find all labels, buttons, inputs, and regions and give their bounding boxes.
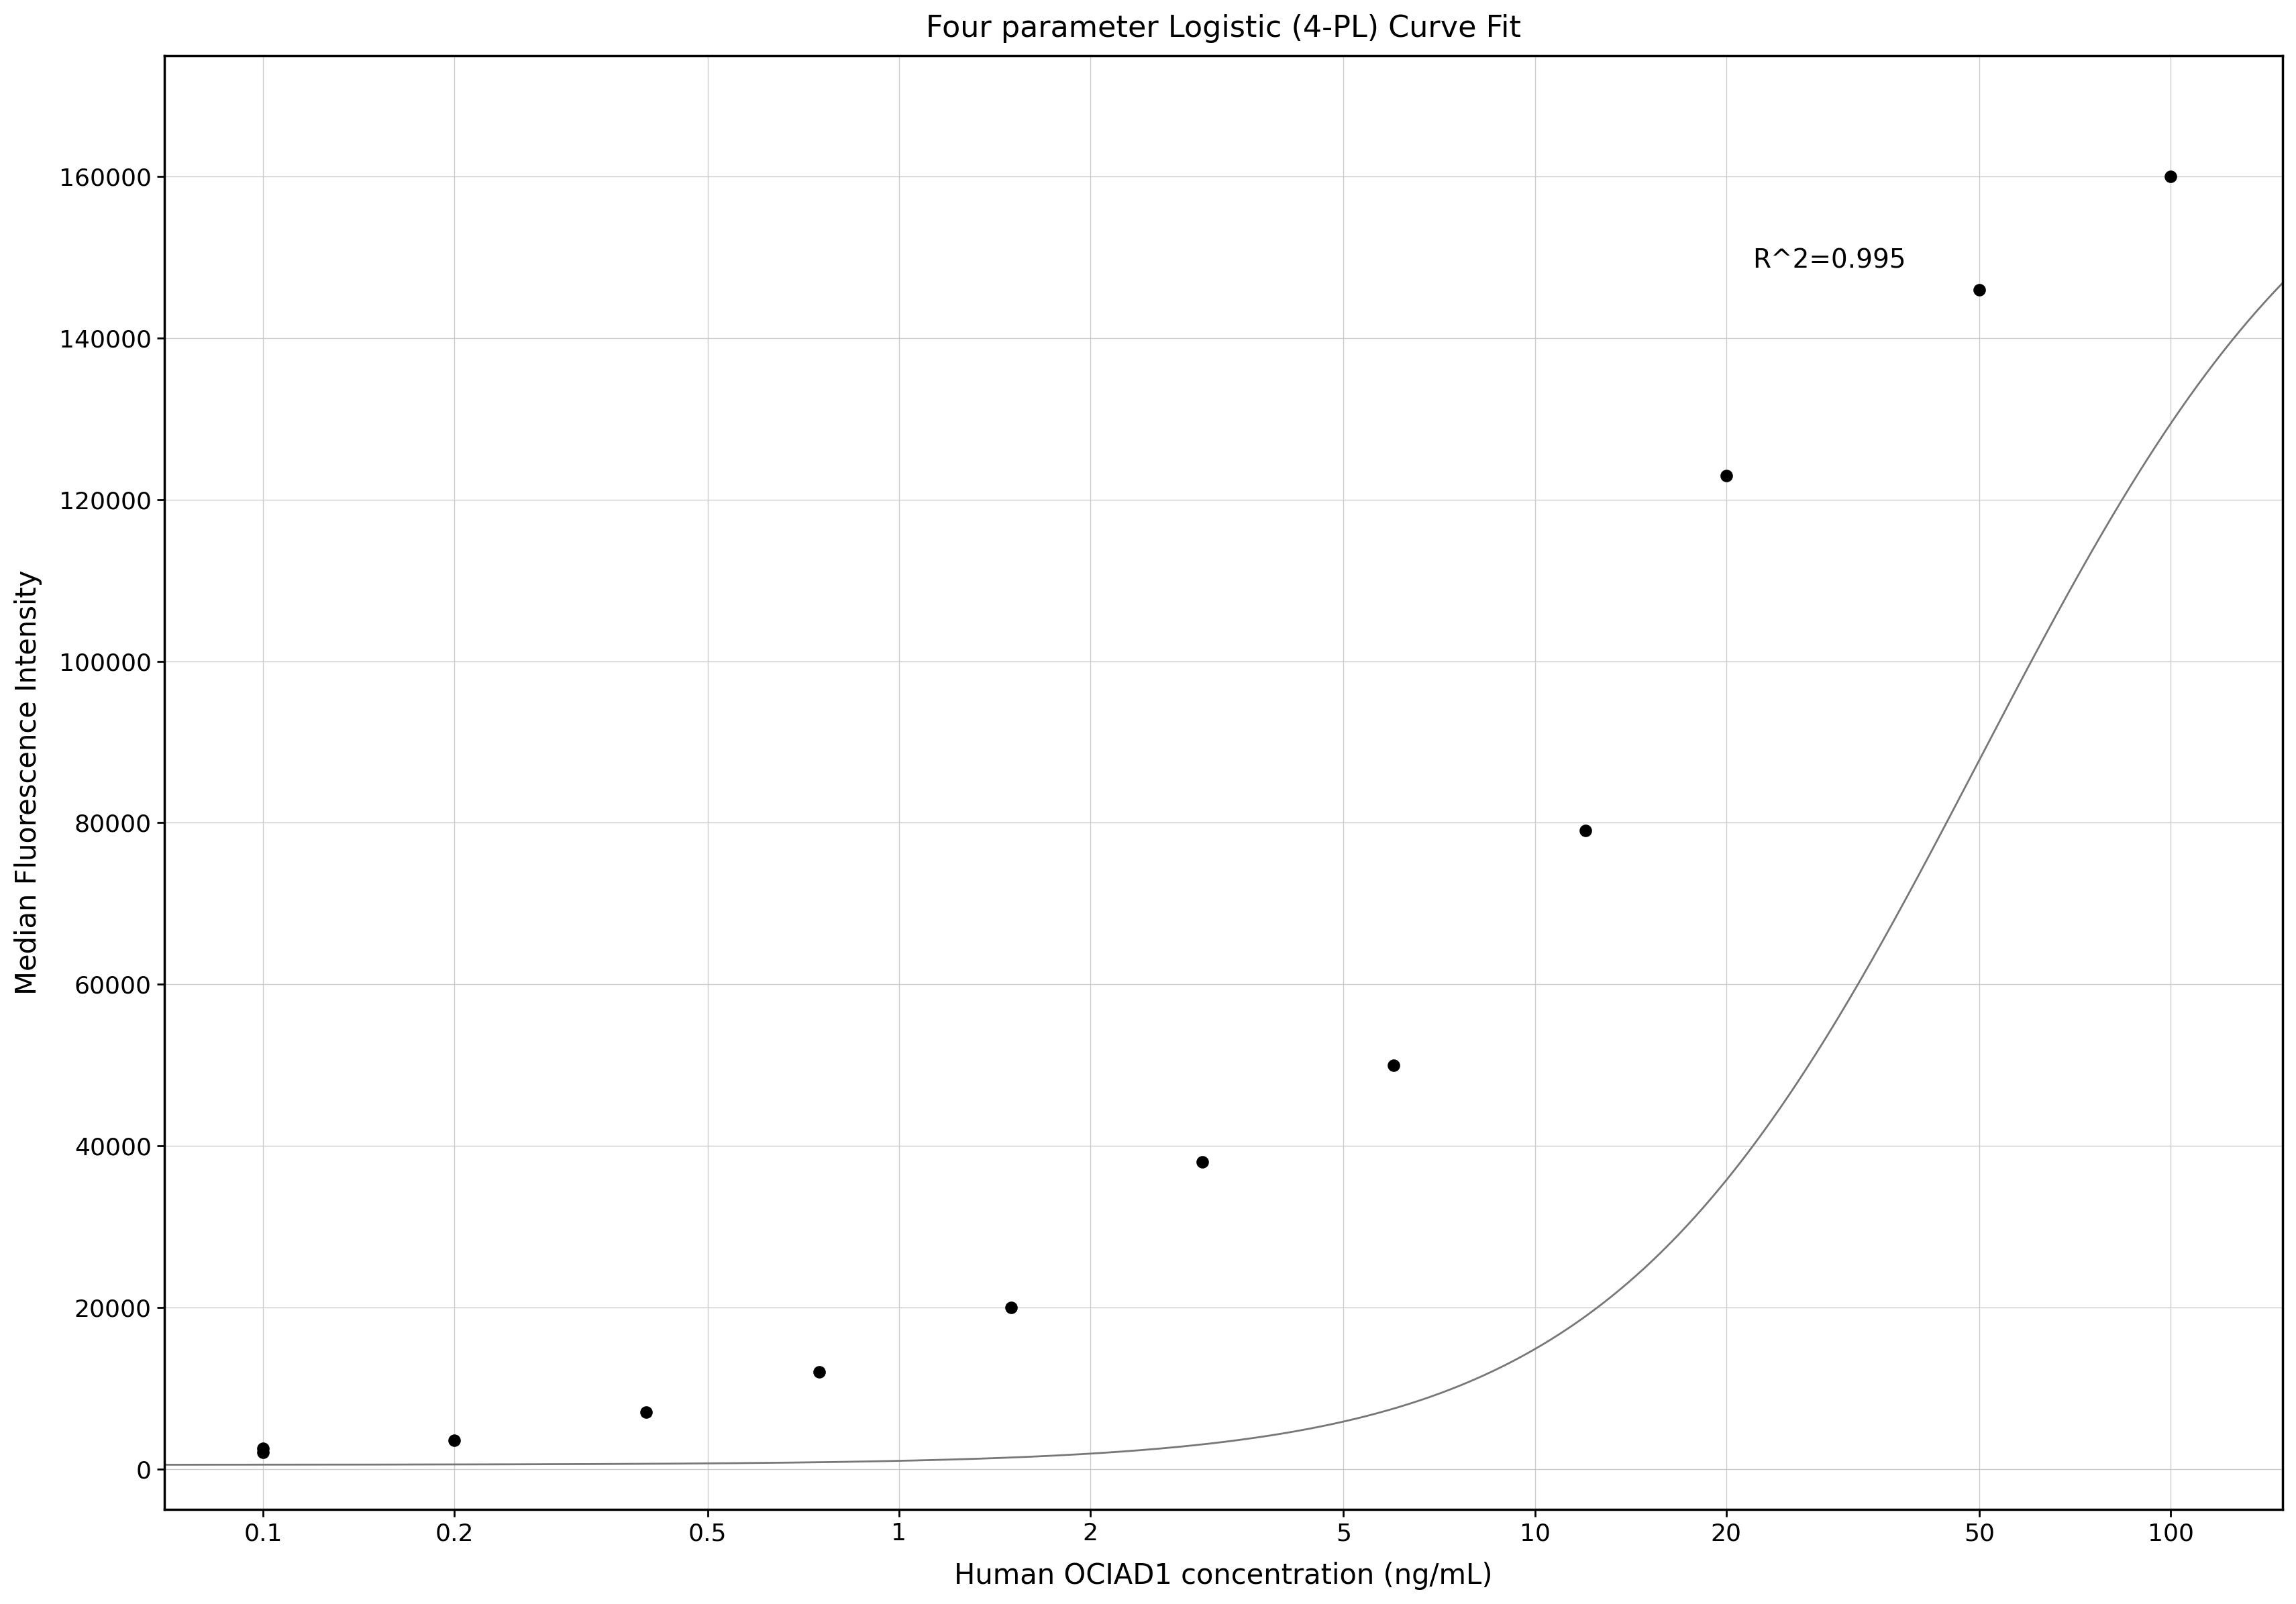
Y-axis label: Median Fluorescence Intensity: Median Fluorescence Intensity (14, 569, 41, 994)
Point (1566, 818, 1603, 844)
Point (246, 1436, 282, 1461)
Point (627, 1399, 664, 1424)
Point (1708, 462, 1745, 488)
Point (2151, 164, 2188, 189)
Point (246, 1440, 282, 1466)
Point (436, 1428, 473, 1453)
X-axis label: Human OCIAD1 concentration (ng/mL): Human OCIAD1 concentration (ng/mL) (955, 1562, 1492, 1590)
Point (801, 1359, 838, 1384)
Point (1185, 1148, 1221, 1174)
Point (992, 1294, 1029, 1320)
Point (1961, 277, 1998, 303)
Text: R^2=0.995: R^2=0.995 (1752, 249, 1906, 274)
Title: Four parameter Logistic (4-PL) Curve Fit: Four parameter Logistic (4-PL) Curve Fit (925, 14, 1520, 43)
Point (1375, 1052, 1412, 1078)
